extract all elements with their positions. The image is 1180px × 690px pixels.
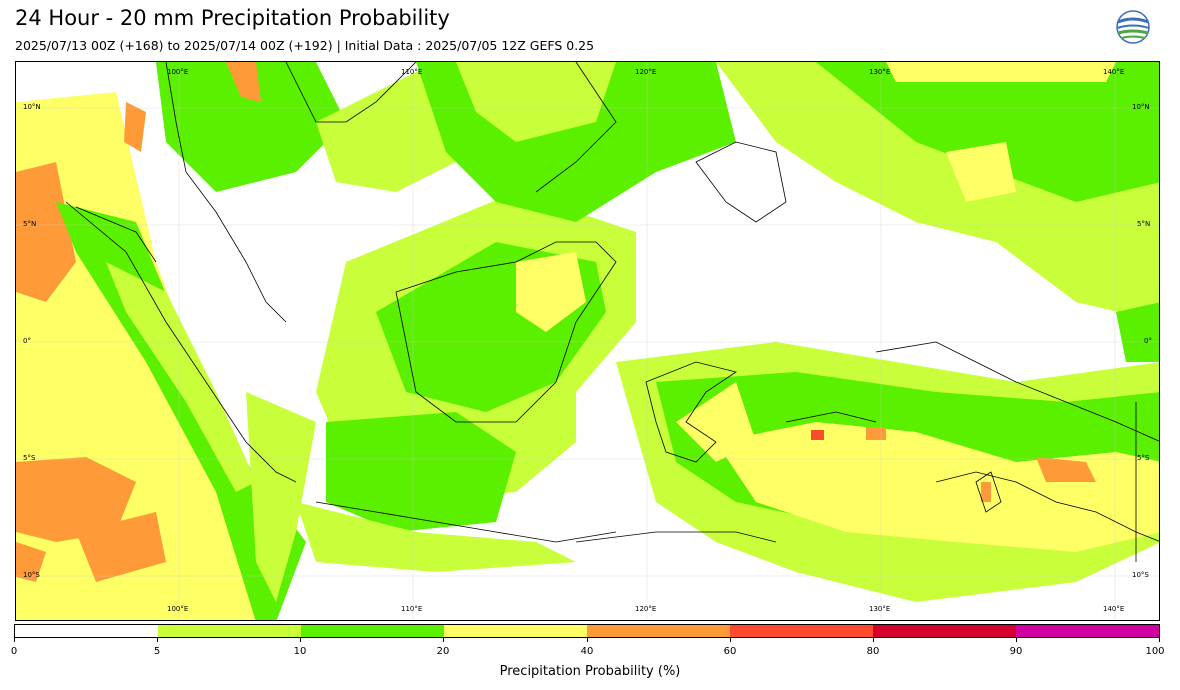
- colorbar-segment: [730, 625, 873, 637]
- colorbar-tick-label: 40: [580, 646, 594, 657]
- colorbar-tick-mark: [14, 638, 15, 642]
- colorbar-tick-label: 100: [1145, 646, 1165, 657]
- lat-label-right: 5°S: [1137, 454, 1150, 462]
- lat-label-left: 5°S: [23, 454, 36, 462]
- colorbar-tick-label: 0: [10, 646, 18, 657]
- colorbar-segment: [301, 625, 444, 637]
- bmkg-logo: [1113, 10, 1153, 56]
- colorbar-tick-label: 90: [1009, 646, 1023, 657]
- lon-label-bottom: 130°E: [869, 605, 891, 613]
- lat-label-right: 0°: [1144, 337, 1152, 345]
- lat-label-left: 5°N: [23, 220, 37, 228]
- lat-label-right: 10°N: [1132, 103, 1150, 111]
- colorbar-tick-mark: [730, 638, 731, 642]
- probability-field: [16, 62, 1159, 620]
- colorbar-segment: [873, 625, 1016, 637]
- lon-label-top: 100°E: [167, 68, 189, 76]
- colorbar-segment: [158, 625, 301, 637]
- colorbar-tick-mark: [587, 638, 588, 642]
- lon-label-bottom: 120°E: [635, 605, 657, 613]
- colorbar-tick-mark: [443, 638, 444, 642]
- colorbar-segment: [1016, 625, 1159, 637]
- colorbar-tick-mark: [873, 638, 874, 642]
- lon-label-top: 110°E: [401, 68, 423, 76]
- precipitation-map: 100°E 110°E 120°E 130°E 140°E 100°E 110°…: [15, 61, 1160, 621]
- lon-label-bottom: 140°E: [1103, 605, 1125, 613]
- page-subtitle: 2025/07/13 00Z (+168) to 2025/07/14 00Z …: [15, 38, 595, 53]
- lon-label-bottom: 100°E: [167, 605, 189, 613]
- colorbar-segment: [15, 625, 158, 637]
- colorbar-tick-label: 5: [153, 646, 161, 657]
- colorbar: [14, 624, 1160, 638]
- colorbar-tick-label: 80: [866, 646, 880, 657]
- lat-label-left: 0°: [23, 337, 31, 345]
- colorbar-tick-mark: [157, 638, 158, 642]
- colorbar-tick-mark: [1159, 638, 1160, 642]
- lon-label-bottom: 110°E: [401, 605, 423, 613]
- lon-label-top: 140°E: [1103, 68, 1125, 76]
- colorbar-label: Precipitation Probability (%): [499, 664, 681, 679]
- lat-label-right: 10°S: [1132, 571, 1149, 579]
- lon-label-top: 130°E: [869, 68, 891, 76]
- lat-label-right: 5°N: [1137, 220, 1151, 228]
- colorbar-segment: [444, 625, 587, 637]
- colorbar-tick-mark: [300, 638, 301, 642]
- colorbar-tick-label: 10: [293, 646, 307, 657]
- colorbar-tick-label: 60: [723, 646, 737, 657]
- page-title: 24 Hour - 20 mm Precipitation Probabilit…: [15, 6, 450, 30]
- lat-label-left: 10°S: [23, 571, 40, 579]
- colorbar-segment: [587, 625, 730, 637]
- lat-label-left: 10°N: [23, 103, 41, 111]
- colorbar-tick-mark: [1016, 638, 1017, 642]
- colorbar-tick-label: 20: [436, 646, 450, 657]
- lon-label-top: 120°E: [635, 68, 657, 76]
- coastlines: [65, 62, 1159, 562]
